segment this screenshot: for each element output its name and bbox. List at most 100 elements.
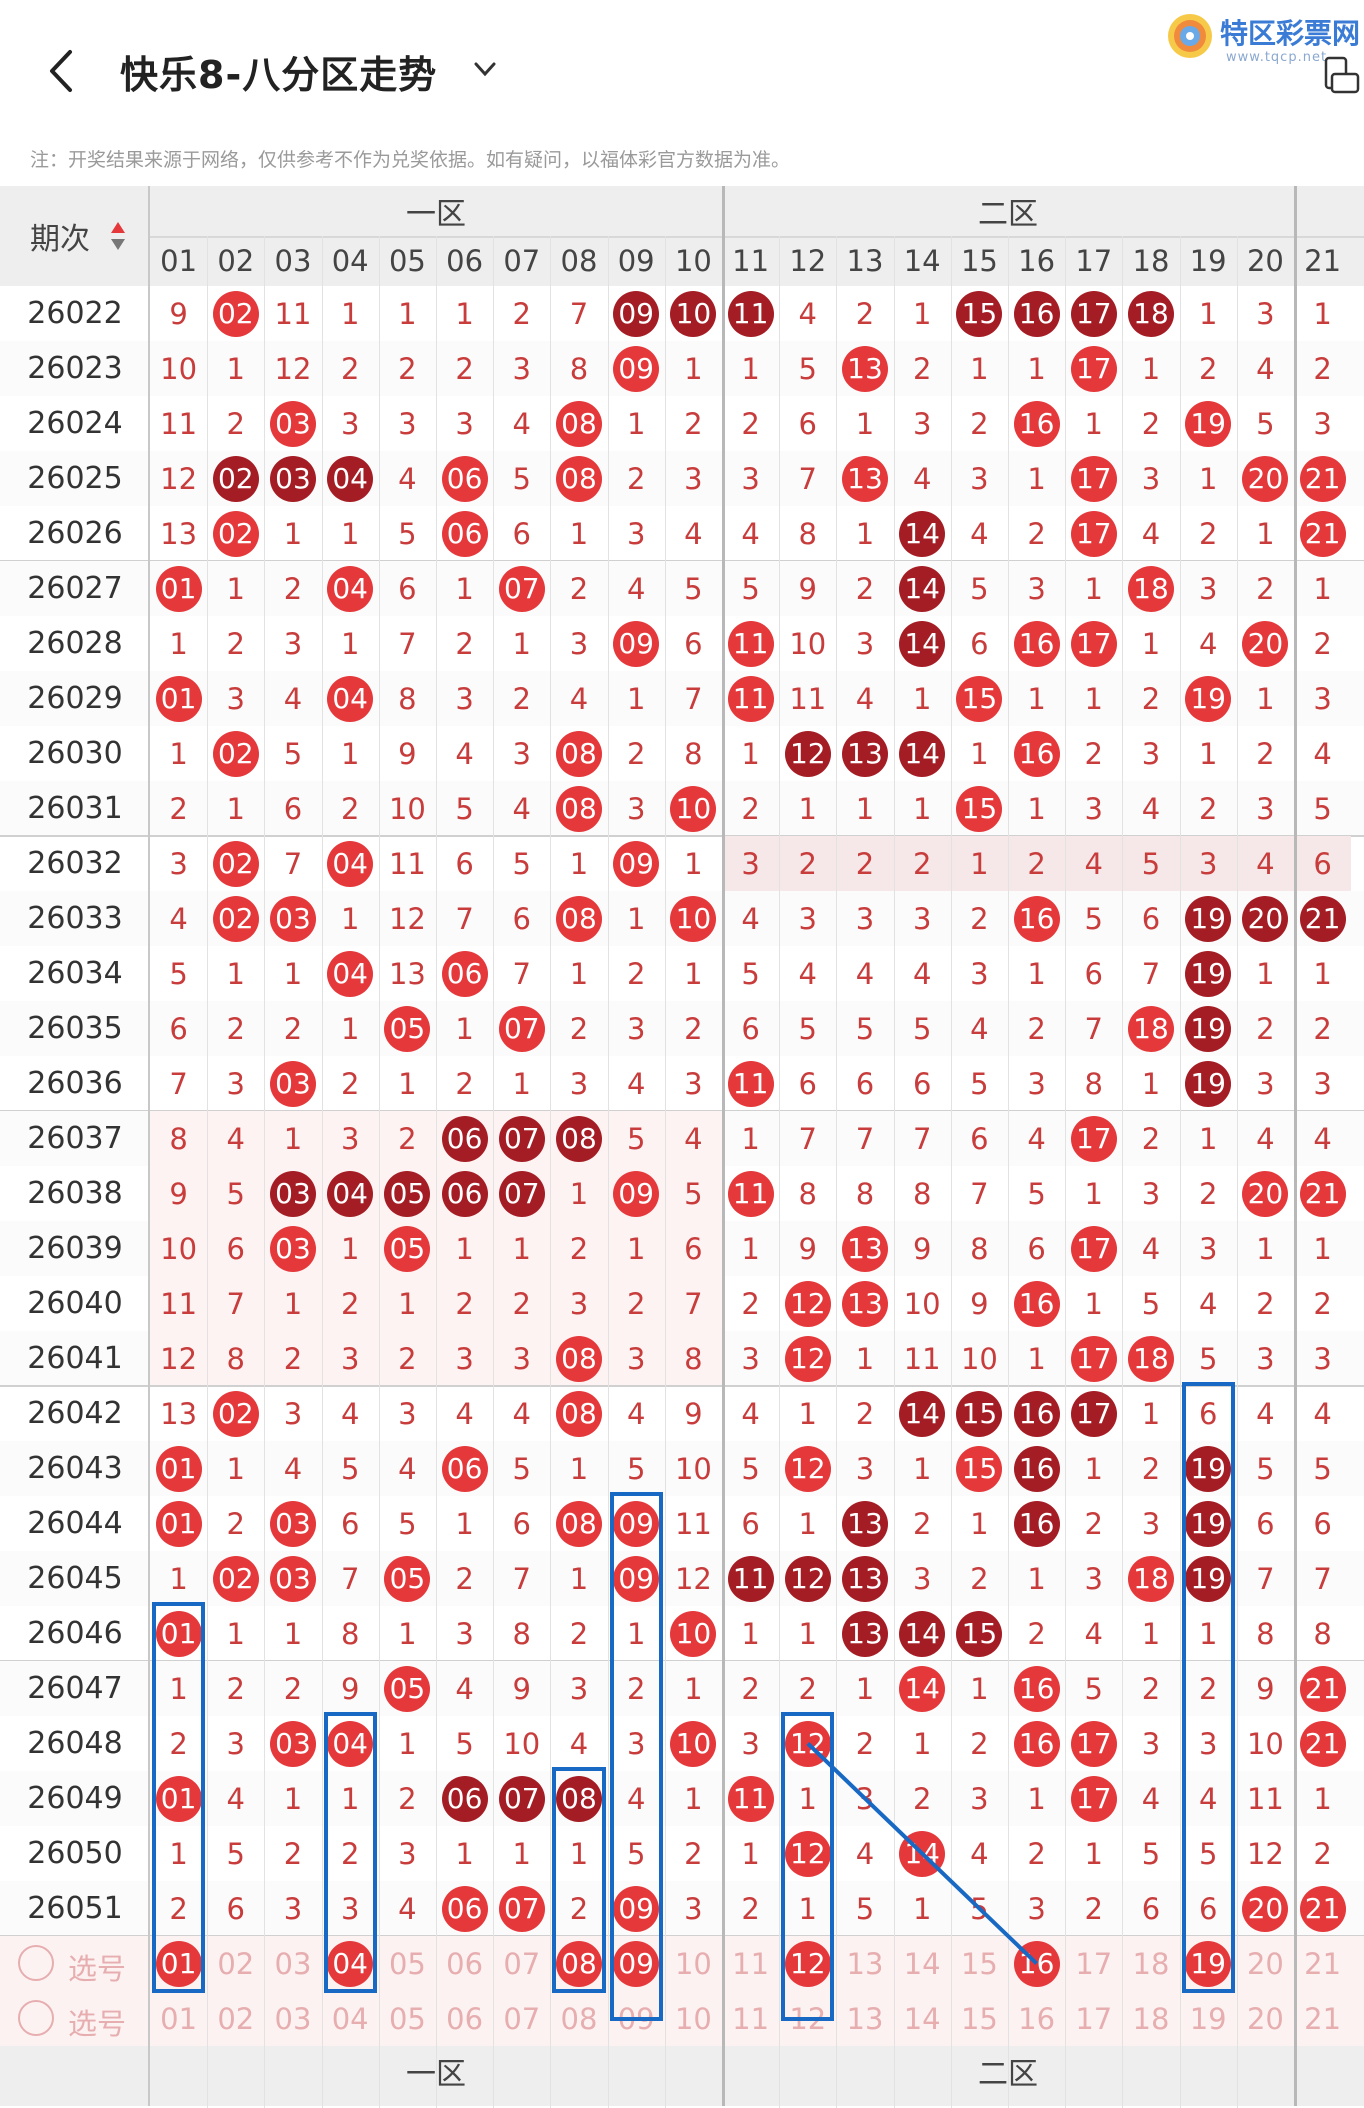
number-cell[interactable]: 4 [1256,1396,1275,1431]
select-number-cell[interactable]: 06 [446,1946,484,1981]
number-cell[interactable]: 11 [388,846,426,881]
number-cell[interactable]: 1 [340,901,360,936]
number-cell[interactable]: 07 [493,1111,550,1166]
number-cell[interactable]: 4 [1141,1231,1161,1266]
number-cell[interactable]: 8 [169,1121,188,1156]
number-cell[interactable]: 2 [455,351,474,386]
select-number-cell[interactable]: 02 [217,2001,255,2036]
number-cell[interactable]: 3 [169,846,188,881]
number-cell[interactable]: 11 [722,286,779,341]
number-cell[interactable]: 1 [1256,681,1275,716]
number-cell[interactable]: 4 [1313,736,1332,771]
number-cell[interactable]: 2 [569,571,589,606]
number-cell[interactable]: 4 [1256,1121,1275,1156]
number-cell[interactable]: 9 [398,736,417,771]
number-cell[interactable]: 1 [1198,1616,1218,1651]
number-cell[interactable]: 4 [1256,846,1275,881]
number-cell[interactable]: 19 [1180,1551,1237,1606]
number-cell[interactable]: 4 [512,1396,531,1431]
number-cell[interactable]: 2 [226,1671,245,1706]
number-cell[interactable]: 4 [1027,1121,1046,1156]
number-cell[interactable]: 5 [855,1011,875,1046]
number-cell[interactable]: 10 [665,781,722,836]
number-cell[interactable]: 08 [550,781,607,836]
number-cell[interactable]: 5 [798,351,817,386]
number-cell[interactable]: 5 [512,846,531,881]
number-cell[interactable]: 02 [207,286,264,341]
number-cell[interactable]: 08 [550,726,607,781]
number-cell[interactable]: 1 [226,791,245,826]
number-cell[interactable]: 19 [1180,1001,1237,1056]
number-cell[interactable]: 8 [798,1176,817,1211]
number-cell[interactable]: 2 [1313,1286,1332,1321]
sort-icon[interactable] [110,220,126,252]
column-header[interactable]: 20 [1246,244,1284,278]
number-cell[interactable]: 15 [951,781,1008,836]
number-cell[interactable]: 1 [741,1121,760,1156]
number-cell[interactable]: 2 [1313,1836,1332,1871]
number-cell[interactable]: 5 [1256,406,1275,441]
number-cell[interactable]: 08 [550,1111,607,1166]
number-cell[interactable]: 1 [1141,626,1161,661]
number-cell[interactable]: 16 [1008,616,1065,671]
column-header[interactable]: 09 [617,244,655,278]
number-cell[interactable]: 15 [951,286,1008,341]
number-cell[interactable]: 5 [1141,846,1161,881]
number-cell[interactable]: 2 [512,296,531,331]
number-cell[interactable]: 2 [1027,846,1046,881]
number-cell[interactable]: 04 [322,561,379,616]
number-cell[interactable]: 3 [626,1011,646,1046]
number-cell[interactable]: 7 [512,1561,531,1596]
number-cell[interactable]: 1 [569,1176,589,1211]
number-cell[interactable]: 8 [1256,1616,1275,1651]
number-cell[interactable]: 1 [455,571,474,606]
number-cell[interactable]: 2 [226,1506,245,1541]
number-cell[interactable]: 3 [741,1726,760,1761]
number-cell[interactable]: 2 [855,1726,875,1761]
column-header[interactable]: 18 [1132,244,1170,278]
number-cell[interactable]: 2 [1198,351,1218,386]
number-cell[interactable]: 4 [626,1781,646,1816]
number-cell[interactable]: 4 [226,1121,245,1156]
number-cell[interactable]: 08 [550,1496,607,1551]
number-cell[interactable]: 2 [226,406,245,441]
number-cell[interactable]: 1 [1084,406,1103,441]
number-cell[interactable]: 5 [455,1726,474,1761]
column-header[interactable]: 19 [1189,244,1227,278]
number-cell[interactable]: 13 [388,956,426,991]
number-cell[interactable]: 11 [722,1056,779,1111]
number-cell[interactable]: 2 [1313,351,1332,386]
number-cell[interactable]: 2 [741,1891,760,1926]
number-cell[interactable]: 8 [684,1341,703,1376]
number-cell[interactable]: 1 [1141,1066,1161,1101]
number-cell[interactable]: 2 [1198,1671,1218,1706]
number-cell[interactable]: 10 [665,1716,722,1771]
number-cell[interactable]: 9 [1256,1671,1275,1706]
number-cell[interactable]: 7 [855,1121,875,1156]
number-cell[interactable]: 13 [836,451,893,506]
number-cell[interactable]: 1 [626,1231,646,1266]
number-cell[interactable]: 6 [684,626,703,661]
number-cell[interactable]: 2 [741,791,760,826]
number-cell[interactable]: 02 [207,891,264,946]
number-cell[interactable]: 2 [1198,516,1218,551]
number-cell[interactable]: 2 [798,1671,817,1706]
number-cell[interactable]: 1 [340,736,360,771]
number-cell[interactable]: 2 [684,1011,703,1046]
number-cell[interactable]: 1 [970,1671,989,1706]
number-cell[interactable]: 4 [855,956,875,991]
number-cell[interactable]: 02 [207,726,264,781]
number-cell[interactable]: 4 [626,571,646,606]
number-cell[interactable]: 08 [550,396,607,451]
number-cell[interactable]: 3 [512,1341,531,1376]
number-cell[interactable]: 10 [789,626,827,661]
number-cell[interactable]: 3 [1313,1341,1332,1376]
number-cell[interactable]: 08 [550,1331,607,1386]
number-cell[interactable]: 8 [970,1231,989,1266]
column-header[interactable]: 01 [160,244,198,278]
number-cell[interactable]: 12 [779,1276,836,1331]
number-cell[interactable]: 8 [1084,1066,1103,1101]
number-cell[interactable]: 1 [340,296,360,331]
number-cell[interactable]: 3 [684,461,703,496]
number-cell[interactable]: 4 [684,516,703,551]
